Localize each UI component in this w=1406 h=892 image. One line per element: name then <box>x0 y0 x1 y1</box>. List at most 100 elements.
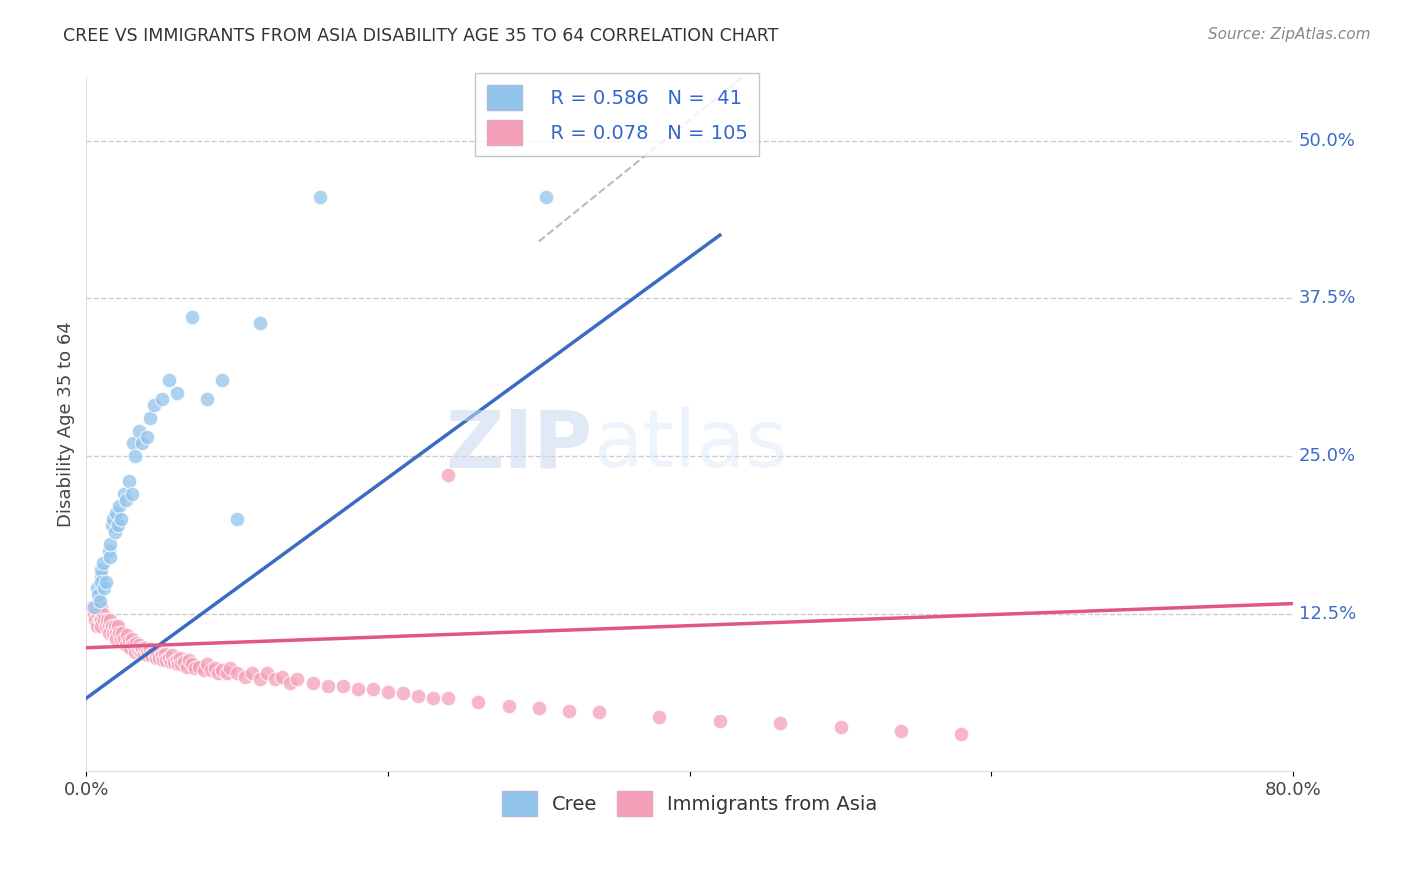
Point <box>204 661 226 675</box>
Point <box>114 493 136 508</box>
Point <box>240 665 263 680</box>
Text: atlas: atlas <box>593 406 787 484</box>
Point <box>226 512 249 526</box>
Point <box>346 682 368 697</box>
Point <box>163 655 186 669</box>
Point <box>249 673 271 687</box>
Point <box>316 679 339 693</box>
Point <box>90 575 112 590</box>
Point <box>90 613 112 627</box>
Point <box>89 613 111 627</box>
Point <box>184 661 207 675</box>
Point <box>91 607 114 621</box>
Point <box>131 436 153 450</box>
Point <box>110 512 132 526</box>
Point <box>263 673 285 687</box>
Point <box>422 691 444 706</box>
Point <box>100 613 122 627</box>
Point <box>233 670 256 684</box>
Point <box>96 613 118 627</box>
Point <box>86 619 108 633</box>
Point <box>157 650 180 665</box>
Point <box>157 373 180 387</box>
Point <box>166 385 188 400</box>
Point <box>105 632 128 646</box>
Point <box>215 665 238 680</box>
Point <box>769 716 792 731</box>
Point <box>406 689 429 703</box>
Point <box>83 607 105 621</box>
Point <box>150 392 173 407</box>
Point <box>117 634 139 648</box>
Point <box>177 653 200 667</box>
Point <box>90 600 112 615</box>
Point <box>256 665 278 680</box>
Point <box>86 582 108 596</box>
Point <box>377 685 399 699</box>
Point <box>103 512 125 526</box>
Point <box>94 575 117 590</box>
Point <box>173 655 195 669</box>
Point <box>121 632 143 646</box>
Point <box>152 653 174 667</box>
Point <box>437 691 460 706</box>
Point <box>97 619 120 633</box>
Point <box>110 632 132 646</box>
Point <box>176 659 198 673</box>
Point <box>93 613 115 627</box>
Point <box>146 644 169 658</box>
Point <box>97 543 120 558</box>
Point <box>830 720 852 734</box>
Point <box>135 644 157 658</box>
Point <box>103 625 125 640</box>
Point <box>91 556 114 570</box>
Point <box>118 640 141 655</box>
Point <box>193 664 215 678</box>
Point <box>87 588 110 602</box>
Point <box>153 647 176 661</box>
Text: 25.0%: 25.0% <box>1299 447 1357 465</box>
Point <box>138 411 160 425</box>
Point <box>100 537 122 551</box>
Point <box>97 625 120 640</box>
Point <box>84 613 107 627</box>
Point <box>498 698 520 713</box>
Point <box>114 638 136 652</box>
Point <box>558 704 581 718</box>
Point <box>309 190 332 204</box>
Point <box>709 714 731 728</box>
Point <box>211 664 233 678</box>
Point <box>105 625 128 640</box>
Point <box>104 619 127 633</box>
Point <box>101 619 124 633</box>
Point <box>143 399 166 413</box>
Point <box>392 686 415 700</box>
Point <box>93 582 115 596</box>
Point <box>129 644 152 658</box>
Text: CREE VS IMMIGRANTS FROM ASIA DISABILITY AGE 35 TO 64 CORRELATION CHART: CREE VS IMMIGRANTS FROM ASIA DISABILITY … <box>63 27 779 45</box>
Point <box>218 661 240 675</box>
Point <box>127 642 149 657</box>
Point <box>124 449 146 463</box>
Point <box>195 392 218 407</box>
Point <box>101 518 124 533</box>
Y-axis label: Disability Age 35 to 64: Disability Age 35 to 64 <box>58 321 75 527</box>
Text: 12.5%: 12.5% <box>1299 605 1357 623</box>
Point <box>90 619 112 633</box>
Point <box>135 430 157 444</box>
Point <box>132 647 155 661</box>
Point <box>128 638 150 652</box>
Point <box>211 373 233 387</box>
Point <box>169 650 191 665</box>
Point <box>200 664 222 678</box>
Point <box>170 657 193 672</box>
Point <box>94 619 117 633</box>
Point <box>100 549 122 564</box>
Point <box>122 436 145 450</box>
Point <box>143 644 166 658</box>
Point <box>950 726 973 740</box>
Point <box>128 424 150 438</box>
Point <box>108 625 131 640</box>
Point <box>148 650 170 665</box>
Point <box>112 487 135 501</box>
